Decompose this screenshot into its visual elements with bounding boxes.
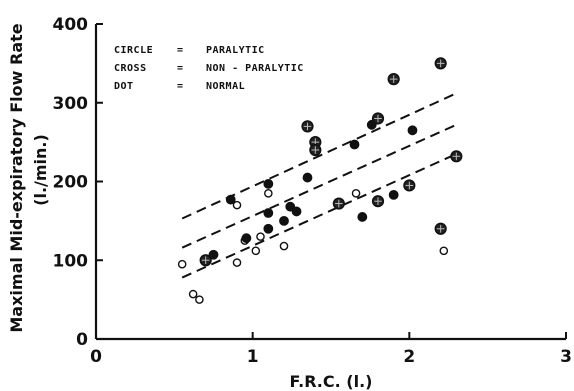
legend-sep-dot: = (177, 81, 184, 92)
open-circle-point (256, 232, 265, 241)
crossed-circle-point (434, 57, 447, 70)
legend-key-cross: CROSS (114, 63, 147, 74)
open-circle-point (188, 289, 198, 299)
y-tick-label: 0 (76, 330, 88, 350)
open-circle-point (264, 189, 273, 198)
crossed-circle-point (301, 120, 314, 133)
filled-dot-point (225, 194, 236, 205)
legend-key-circle: CIRCLE (114, 45, 153, 56)
legend-key-dot: DOT (114, 81, 134, 92)
filled-dot-point (263, 178, 274, 189)
data-points (177, 57, 463, 304)
filled-dot-point (302, 172, 313, 183)
legend: CIRCLE = PARALYTIC CROSS = NON - PARALYT… (114, 45, 304, 92)
crossed-circle-point (387, 73, 400, 86)
filled-dot-point (407, 125, 418, 136)
y-tick-label: 200 (53, 173, 89, 193)
legend-label-circle: PARALYTIC (206, 45, 265, 56)
x-axis-title: F.R.C. (l.) (290, 372, 373, 391)
filled-dot-point (357, 212, 368, 222)
legend-label-dot: NORMAL (206, 81, 245, 92)
open-circle-point (195, 295, 204, 304)
x-tick-label: 3 (560, 347, 572, 367)
open-circle-point (177, 259, 187, 269)
filled-dot-point (388, 189, 399, 200)
open-circle-point (232, 258, 242, 267)
open-circle-point (279, 241, 289, 251)
y-tick-label: 400 (53, 15, 89, 35)
x-tick-label: 1 (247, 347, 259, 367)
crossed-circle-point (450, 150, 463, 163)
y-tick-label: 300 (53, 94, 89, 114)
crossed-circle-point (403, 179, 416, 192)
x-tick-label: 2 (403, 347, 415, 367)
crossed-circle-point (371, 112, 385, 125)
legend-sep-circle: = (177, 45, 184, 56)
legend-sep-cross: = (177, 63, 184, 74)
filled-dot-point (349, 139, 360, 150)
filled-dot-point (208, 249, 219, 260)
open-circle-point (439, 246, 449, 256)
legend-label-cross: NON - PARALYTIC (206, 63, 304, 74)
filled-dot-point (366, 119, 377, 130)
open-circle-point (251, 246, 261, 256)
regression-line (181, 153, 457, 279)
filled-dot-point (241, 233, 252, 244)
y-tick-label: 100 (53, 251, 89, 271)
crossed-circle-point (371, 195, 385, 208)
crossed-circle-point (332, 197, 345, 210)
y-axis-title: Maximal Mid-expiratory Flow Rate (7, 23, 26, 332)
x-tick-label: 0 (90, 347, 102, 367)
filled-dot-point (279, 215, 289, 226)
filled-dot-point (263, 208, 274, 218)
regression-line (181, 92, 457, 220)
filled-dot-point (263, 223, 274, 234)
open-circle-point (232, 200, 242, 210)
filled-dot-point (291, 206, 302, 217)
crossed-circle-point (199, 254, 212, 267)
axes: 0 100 200 300 400 0 1 2 3 (53, 15, 572, 367)
open-circle-point (351, 189, 361, 198)
regression-line (181, 123, 457, 249)
y-axis-unit: (l./min.) (31, 134, 50, 206)
crossed-circle-point (309, 143, 322, 157)
crossed-circle-point (434, 222, 447, 235)
